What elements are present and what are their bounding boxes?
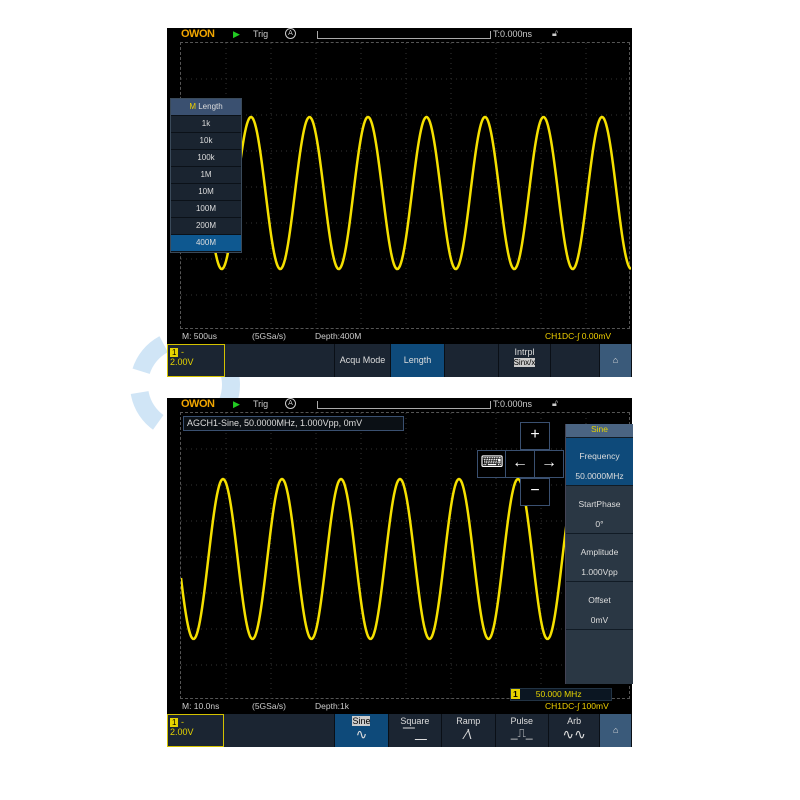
wave-square-button[interactable]: Square ⎺⎽: [389, 714, 443, 747]
waveform-svg: [181, 413, 631, 700]
intrpl-button[interactable]: Intrpl Sinx/x: [499, 344, 551, 377]
owon-logo: OWON: [181, 28, 215, 40]
top-bar: OWON ▶ Trig A T:0.000ns 🔓︎: [167, 28, 632, 42]
ch1-button[interactable]: 1 -2.00V: [167, 714, 225, 747]
trigger-info: CH1DC-∫ 100mV: [545, 701, 609, 711]
menu-item[interactable]: 10k: [171, 133, 241, 150]
bottom-menu-bar: 1 -2.00V Sine ∿ Square ⎺⎽ Ramp ⁄\ Pulse _⎍_ …: [167, 714, 633, 747]
sample-rate: (5GSa/s): [252, 331, 287, 341]
pulse-icon: _⎍_: [510, 726, 533, 740]
trig-mode-icon: A: [285, 28, 296, 39]
startphase-field[interactable]: StartPhase 0°: [566, 486, 633, 534]
menu-item[interactable]: 100k: [171, 150, 241, 167]
status-line: M: 500us (5GSa/s) Depth:400M CH1DC-∫ 0.0…: [180, 331, 630, 343]
wave-ramp-button[interactable]: Ramp ⁄\: [442, 714, 496, 747]
wave-pulse-button[interactable]: Pulse _⎍_: [496, 714, 549, 747]
plus-button[interactable]: +: [520, 422, 550, 450]
frequency-field[interactable]: Frequency 50.0000MHz: [566, 438, 633, 486]
bottom-menu-bar: 1 -2.00V Acqu Mode Length Intrpl Sinx/x ⌂: [167, 344, 632, 377]
left-arrow-button[interactable]: ←: [505, 450, 535, 478]
offset-field[interactable]: Offset 0mV: [566, 582, 633, 630]
menu-item-selected[interactable]: 400M: [171, 235, 241, 252]
sine-settings-panel: Sine Frequency 50.0000MHz StartPhase 0° Am…: [565, 424, 633, 684]
sample-rate: (5GSa/s): [252, 701, 287, 711]
trig-label: Trig: [253, 399, 269, 409]
ramp-icon: ⁄\: [465, 726, 472, 742]
status-line: M: 10.0ns (5GSa/s) Depth:1k CH1DC-∫ 100m…: [180, 701, 630, 713]
home-icon[interactable]: ⌂: [600, 344, 632, 377]
other-channels[interactable]: [225, 344, 335, 377]
owon-logo: OWON: [181, 398, 215, 410]
ch1-button[interactable]: 1 -2.00V: [167, 344, 225, 377]
right-arrow-button[interactable]: →: [534, 450, 564, 478]
waveform-trace: [181, 115, 631, 271]
time-position-bar[interactable]: [317, 31, 491, 39]
menu-item[interactable]: 10M: [171, 184, 241, 201]
trig-label: Trig: [253, 29, 269, 39]
empty-button: [445, 344, 499, 377]
empty-button: [551, 344, 600, 377]
sine-icon: ∿: [355, 726, 368, 742]
top-bar: OWON ▶ Trig A T:0.000ns 🔓︎: [167, 398, 632, 412]
length-menu: M Length 1k 10k 100k 1M 10M 100M 200M 40…: [170, 98, 242, 253]
menu-item[interactable]: 200M: [171, 218, 241, 235]
amplitude-field[interactable]: Amplitude 1.000Vpp: [566, 534, 633, 582]
other-channels[interactable]: [224, 714, 336, 747]
home-icon[interactable]: ⌂: [600, 714, 633, 747]
menu-title: M Length: [171, 99, 241, 116]
waveform-trace: [181, 477, 631, 641]
trig-mode-icon: A: [285, 398, 296, 409]
keyboard-icon[interactable]: ⌨: [477, 450, 507, 478]
menu-item[interactable]: 1M: [171, 167, 241, 184]
awg-info: AGCH1-Sine, 50.0000MHz, 1.000Vpp, 0mV: [183, 416, 404, 431]
square-wave-icon: ⎺⎽: [402, 726, 427, 740]
timebase: M: 10.0ns: [182, 701, 220, 711]
minus-button[interactable]: −: [520, 478, 550, 506]
depth: Depth:400M: [315, 331, 362, 341]
oscilloscope-screen-awg: OWON ▶ Trig A T:0.000ns 🔓︎ AGCH1-Sine, 5…: [167, 398, 633, 747]
oscilloscope-screen-length: OWON ▶ Trig A T:0.000ns 🔓︎ M Length 1k 1…: [167, 28, 632, 377]
panel-title: Sine: [566, 424, 633, 438]
menu-item[interactable]: 1k: [171, 116, 241, 133]
arb-wave-icon: ∿∿: [562, 726, 586, 742]
time-position-bar[interactable]: [317, 401, 491, 409]
lock-icon: 🔓︎: [552, 398, 558, 408]
depth: Depth:1k: [315, 701, 350, 711]
trigger-info: CH1DC-∫ 0.00mV: [545, 331, 612, 341]
acqu-mode-button[interactable]: Acqu Mode: [335, 344, 391, 377]
frequency-counter: 1 50.000 MHz: [510, 688, 612, 701]
time-position: T:0.000ns: [493, 399, 533, 409]
run-icon[interactable]: ▶: [233, 29, 240, 39]
time-position: T:0.000ns: [493, 29, 533, 39]
waveform-plot: [180, 42, 631, 330]
waveform-plot: [180, 412, 631, 700]
lock-icon: 🔓︎: [552, 28, 558, 38]
length-button[interactable]: Length: [391, 344, 445, 377]
waveform-svg: [181, 43, 631, 330]
menu-item[interactable]: 100M: [171, 201, 241, 218]
wave-sine-button[interactable]: Sine ∿: [335, 714, 389, 747]
timebase: M: 500us: [182, 331, 217, 341]
run-icon[interactable]: ▶: [233, 399, 240, 409]
wave-arb-button[interactable]: Arb ∿∿: [549, 714, 601, 747]
